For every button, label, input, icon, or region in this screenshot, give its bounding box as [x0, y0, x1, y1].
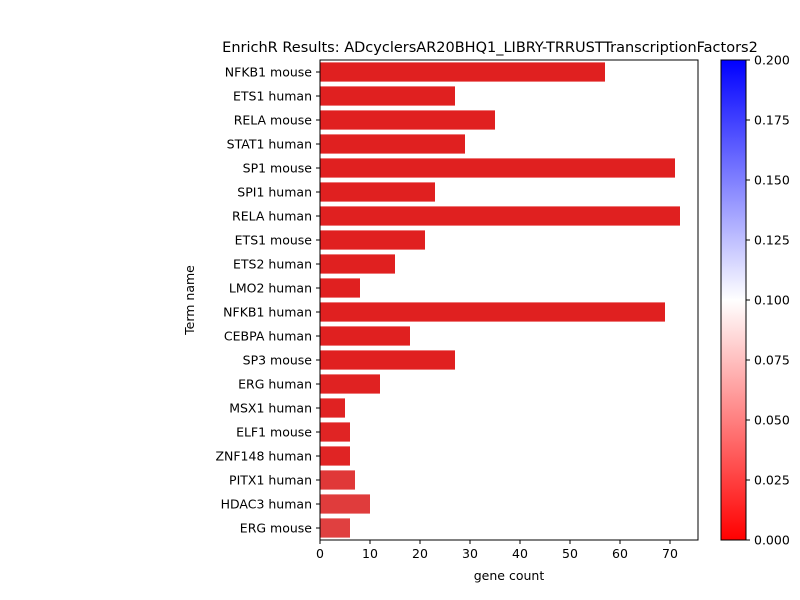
y-tick-label: ETS1 mouse: [235, 233, 313, 248]
y-tick-label: ERG mouse: [240, 521, 313, 536]
bar: [320, 134, 465, 154]
bar: [320, 470, 355, 490]
bar: [320, 374, 380, 394]
bar: [320, 62, 605, 82]
bar: [320, 518, 350, 538]
bar: [320, 446, 350, 466]
y-tick-label: LMO2 human: [229, 281, 312, 296]
y-tick-label: HDAC3 human: [221, 497, 312, 512]
bar: [320, 110, 495, 130]
y-tick-label: MSX1 human: [229, 401, 312, 416]
y-axis-label: Term name: [182, 265, 197, 336]
colorbar-tick-label: 0.100: [754, 293, 790, 308]
x-tick-labels: 0 10 20 30 40 50 60 70: [316, 540, 678, 561]
y-tick-label: ZNF148 human: [215, 449, 312, 464]
plot-frame: [319, 59, 699, 541]
y-tick-label: SP3 mouse: [243, 353, 313, 368]
y-tick-label: STAT1 human: [227, 137, 312, 152]
bar: [320, 494, 370, 514]
bar: [320, 86, 455, 106]
bar: [320, 278, 360, 298]
x-axis-label: gene count: [474, 568, 545, 583]
bar: [320, 182, 435, 202]
bar: [320, 398, 345, 418]
y-tick-label: RELA mouse: [234, 113, 313, 128]
y-tick-label: CEBPA human: [224, 329, 312, 344]
y-tick-label: NFKB1 human: [223, 305, 312, 320]
y-tick-label: RELA human: [232, 209, 312, 224]
y-tick-label: PITX1 human: [229, 473, 312, 488]
bar-group: [320, 62, 680, 538]
y-tick-label: ETS2 human: [233, 257, 312, 272]
colorbar-tick-labels: 0.000 0.025 0.050 0.075 0.100 0.125 0.150 0.175…: [746, 53, 790, 548]
bar: [320, 302, 665, 322]
colorbar-tick-label: 0.025: [754, 473, 790, 488]
x-tick-label: 20: [412, 546, 428, 561]
y-tick-label: ELF1 mouse: [236, 425, 312, 440]
x-tick-label: 0: [316, 546, 324, 561]
colorbar-tick-label: 0.175: [754, 113, 790, 128]
y-tick-label: ERG human: [238, 377, 312, 392]
x-tick-label: 70: [662, 546, 678, 561]
colorbar-tick-label: 0.200: [754, 53, 790, 68]
x-tick-label: 60: [612, 546, 628, 561]
x-tick-label: 10: [362, 546, 378, 561]
bar: [320, 206, 680, 226]
colorbar: [720, 59, 747, 541]
bar: [320, 254, 395, 274]
y-tick-label: SPI1 human: [237, 185, 312, 200]
bar: [320, 422, 350, 442]
bar: [320, 350, 455, 370]
bar: [320, 158, 675, 178]
y-tick-label: SP1 mouse: [243, 161, 313, 176]
colorbar-tick-label: 0.050: [754, 413, 790, 428]
x-tick-label: 40: [512, 546, 528, 561]
colorbar-tick-label: 0.125: [754, 233, 790, 248]
bar: [320, 326, 410, 346]
colorbar-tick-label: 0.150: [754, 173, 790, 188]
chart-title: EnrichR Results: ADcyclersAR20BHQ1_LIBRY…: [222, 40, 758, 56]
colorbar-tick-label: 0.000: [754, 533, 790, 548]
y-tick-label: NFKB1 mouse: [225, 65, 312, 80]
x-tick-label: 30: [462, 546, 478, 561]
y-tick-labels: NFKB1 mouse ETS1 human RELA mouse STAT1 hum…: [215, 65, 320, 536]
x-tick-label: 50: [562, 546, 578, 561]
colorbar-tick-label: 0.075: [754, 353, 790, 368]
bar: [320, 230, 425, 250]
y-tick-label: ETS1 human: [233, 89, 312, 104]
